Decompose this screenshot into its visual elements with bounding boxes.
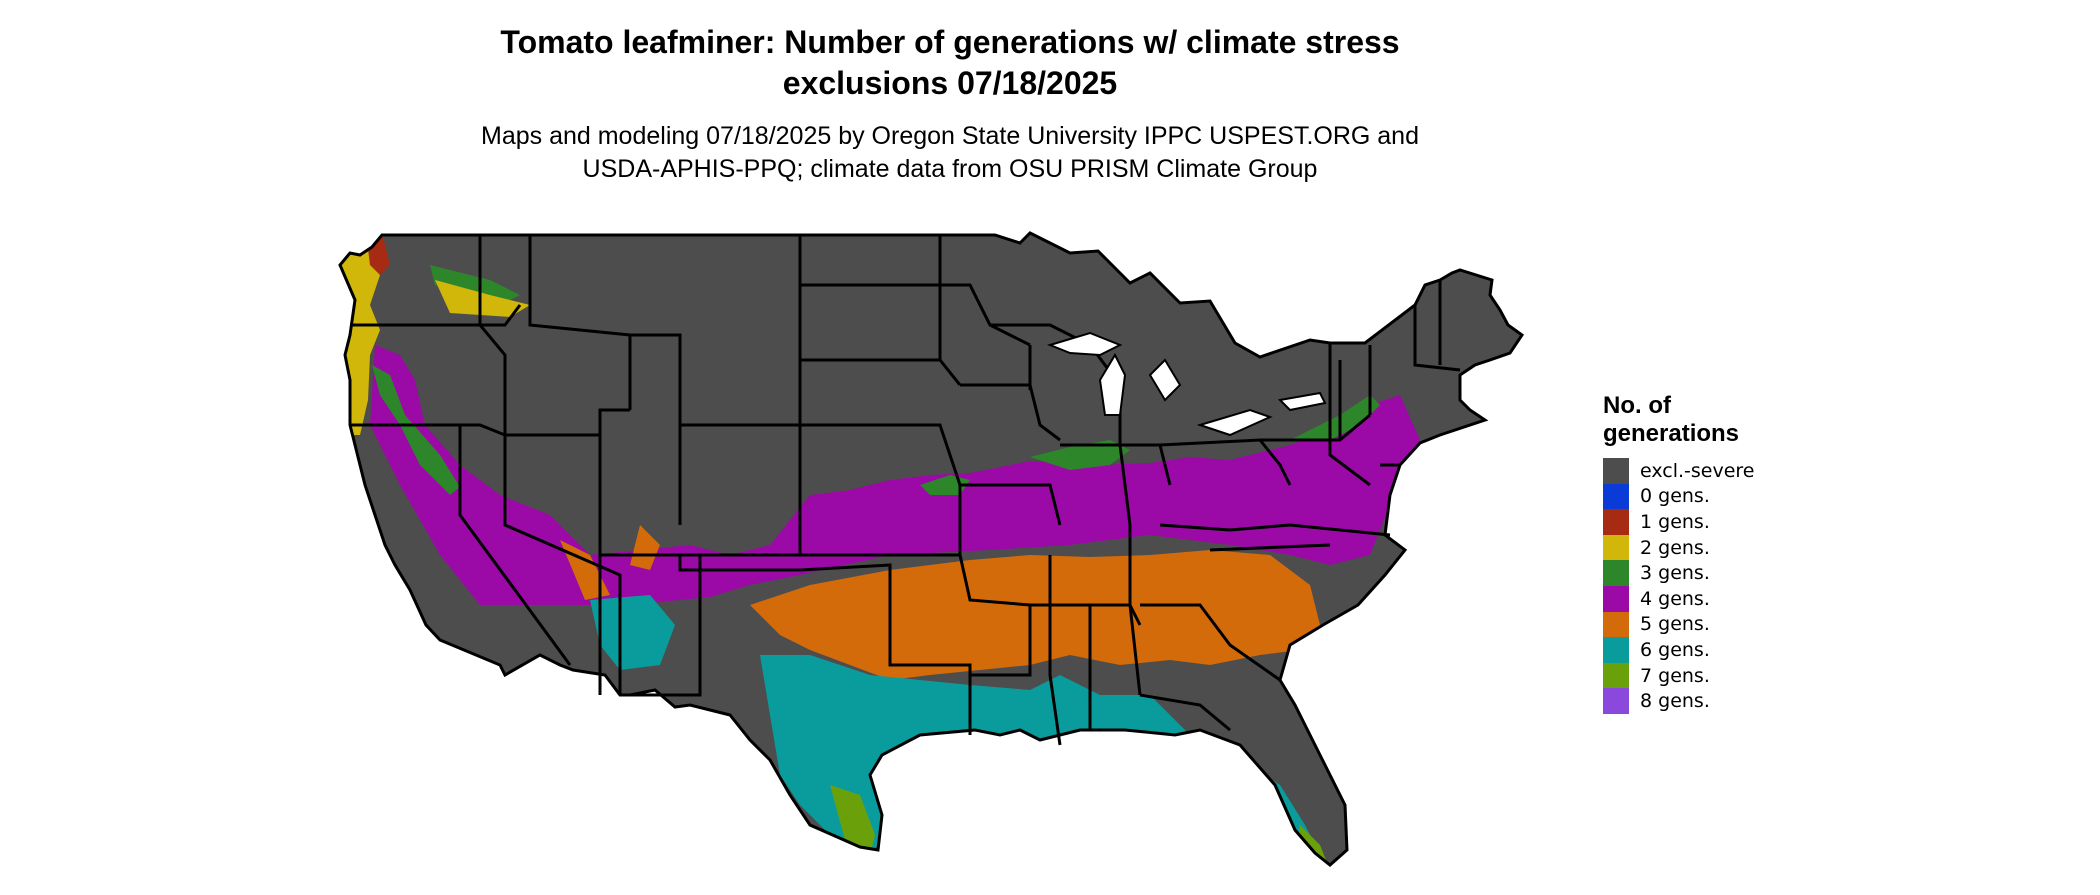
zone-6-gens	[590, 595, 1320, 865]
legend-item: 8 gens.	[1603, 688, 1755, 714]
map-title: Tomato leafminer: Number of generations …	[0, 22, 1900, 104]
title-line-2: exclusions 07/18/2025	[782, 65, 1118, 101]
legend-swatch	[1603, 637, 1629, 663]
legend-label: 3 gens.	[1640, 562, 1710, 585]
legend-title-line-1: No. of	[1603, 392, 1671, 419]
legend-label: 2 gens.	[1640, 536, 1710, 559]
subtitle-line-1: Maps and modeling 07/18/2025 by Oregon S…	[481, 122, 1419, 150]
legend-item: 1 gens.	[1603, 509, 1755, 535]
legend-items: excl.-severe 0 gens. 1 gens. 2 gens. 3 g…	[1603, 458, 1755, 714]
legend-swatch	[1603, 585, 1629, 612]
legend-label: 4 gens.	[1640, 587, 1710, 610]
legend-label: 6 gens.	[1640, 638, 1710, 661]
legend-item: excl.-severe	[1603, 458, 1755, 484]
legend-title: No. of generations	[1603, 392, 1755, 448]
legend-title-line-2: generations	[1603, 420, 1740, 447]
legend-label: 0 gens.	[1640, 485, 1710, 508]
legend-item: 4 gens.	[1603, 585, 1755, 612]
legend-label: 5 gens.	[1640, 613, 1710, 636]
legend-swatch	[1603, 611, 1629, 638]
us-generations-map	[338, 231, 1525, 867]
legend-label: 1 gens.	[1640, 510, 1710, 533]
zone-4-gens	[370, 345, 1420, 605]
legend-item: 0 gens.	[1603, 483, 1755, 510]
legend-item: 5 gens.	[1603, 611, 1755, 638]
subtitle-line-2: USDA-APHIS-PPQ; climate data from OSU PR…	[582, 155, 1318, 183]
legend-item: 3 gens.	[1603, 560, 1755, 586]
legend-swatch	[1603, 483, 1629, 510]
legend-swatch	[1603, 688, 1629, 714]
title-line-1: Tomato leafminer: Number of generations …	[500, 24, 1400, 60]
legend-label: 7 gens.	[1640, 664, 1710, 687]
zone-7-gens	[830, 785, 1330, 865]
legend-swatch	[1603, 458, 1629, 484]
legend-swatch	[1603, 662, 1629, 689]
legend-swatch	[1603, 560, 1629, 586]
legend-item: 6 gens.	[1603, 637, 1755, 663]
legend-swatch	[1603, 534, 1629, 561]
legend-label: 8 gens.	[1640, 690, 1710, 713]
legend-swatch	[1603, 509, 1629, 535]
map-subtitle: Maps and modeling 07/18/2025 by Oregon S…	[0, 120, 1900, 186]
legend-label: excl.-severe	[1640, 459, 1755, 482]
legend: No. of generations excl.-severe 0 gens. …	[1603, 392, 1755, 714]
legend-item: 2 gens.	[1603, 534, 1755, 561]
legend-item: 7 gens.	[1603, 662, 1755, 689]
great-lakes	[1046, 331, 1327, 437]
